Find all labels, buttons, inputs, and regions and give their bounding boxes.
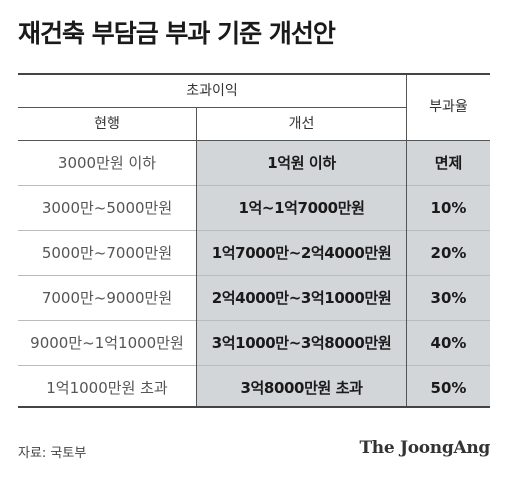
- table-row: 5000만~7000만원 1억7000만~2억4000만원 20%: [18, 230, 490, 275]
- cell-improved: 1억~1억7000만원: [238, 199, 365, 217]
- cell-current: 7000만~9000만원: [41, 289, 173, 307]
- header-improved: 개선: [288, 116, 315, 132]
- cell-rate: 20%: [430, 244, 467, 262]
- cell-improved: 3억8000만원 초과: [240, 379, 363, 397]
- source-note: 자료: 국토부: [18, 446, 87, 461]
- header-group-row: 초과이익: [18, 75, 406, 108]
- cell-rate: 10%: [430, 199, 467, 217]
- page-title: 재건축 부담금 부과 기준 개선안: [18, 19, 336, 48]
- table-top-rule: [18, 73, 490, 75]
- table-row: 3000만원 이하 1억원 이하 면제: [18, 141, 490, 185]
- cell-current: 3000만~5000만원: [41, 199, 173, 217]
- table-row: 7000만~9000만원 2억4000만~3억1000만원 30%: [18, 275, 490, 320]
- cell-improved: 2억4000만~3억1000만원: [211, 289, 392, 307]
- rate-divider: [406, 75, 407, 406]
- cell-current: 1억1000만원 초과: [46, 379, 168, 397]
- cell-rate: 30%: [430, 289, 467, 307]
- table-row: 1억1000만원 초과 3억8000만원 초과 50%: [18, 365, 490, 410]
- cell-rate: 40%: [430, 334, 467, 352]
- cell-improved: 1억원 이하: [267, 154, 336, 172]
- column-divider: [196, 107, 197, 406]
- header-excess-profit: 초과이익: [186, 83, 238, 99]
- cell-rate: 50%: [430, 379, 467, 397]
- table-row: 3000만~5000만원 1억~1억7000만원 10%: [18, 185, 490, 230]
- cell-rate: 면제: [434, 154, 463, 172]
- table-row: 9000만~1억1000만원 3억1000만~3억8000만원 40%: [18, 320, 490, 365]
- brand-logo: The JoongAng: [359, 438, 490, 458]
- header-rate: 부과율: [429, 99, 468, 115]
- cell-improved: 1억7000만~2억4000만원: [211, 244, 392, 262]
- cell-current: 3000만원 이하: [57, 154, 157, 172]
- header-sub-row: 현행 개선: [18, 108, 490, 141]
- table-bottom-rule: [18, 406, 490, 408]
- table-body: 3000만원 이하 1억원 이하 면제 3000만~5000만원 1억~1억70…: [18, 141, 490, 410]
- header-current: 현행: [94, 116, 120, 132]
- cell-current: 9000만~1억1000만원: [30, 334, 184, 352]
- cell-improved: 3억1000만~3억8000만원: [211, 334, 392, 352]
- cell-current: 5000만~7000만원: [41, 244, 173, 262]
